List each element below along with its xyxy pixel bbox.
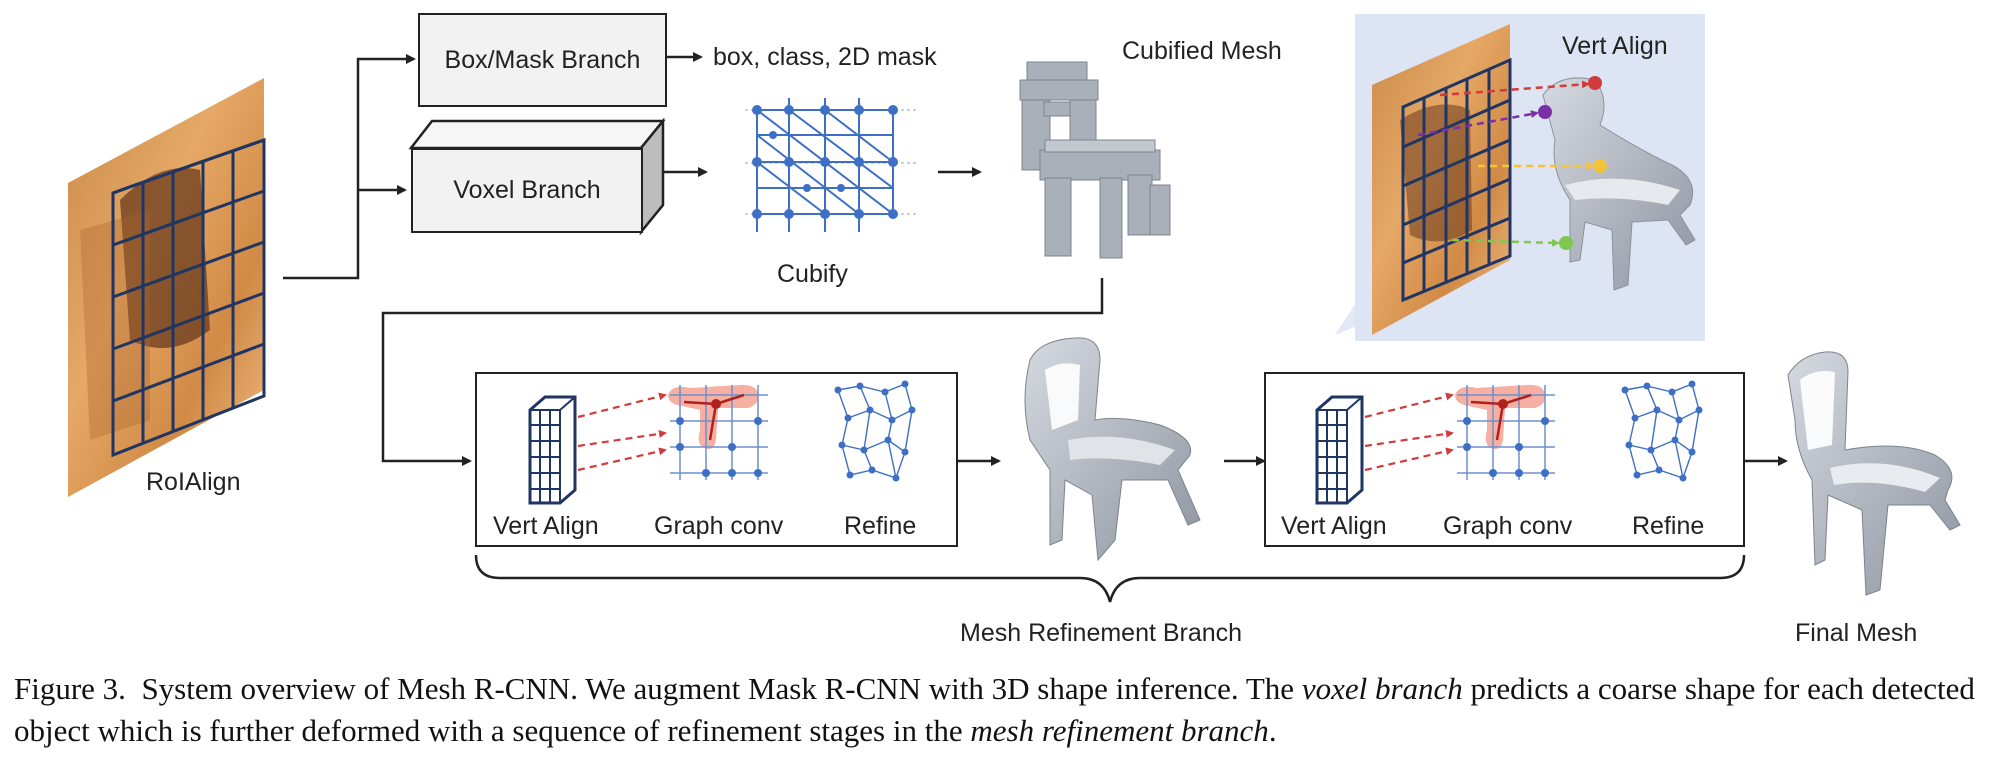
refinement-connector (381, 278, 1104, 466)
caption-italic-voxel-branch: voxel branch (1301, 671, 1463, 706)
caption-part2: predicts a coarse shape for each detecte… (14, 671, 1975, 748)
stage2-vert-align-arrows (1364, 392, 1454, 472)
stage1-graph-conv-icon (668, 384, 768, 480)
roialign-grid (111, 137, 266, 458)
stage2-graph-conv-label: Graph conv (1443, 512, 1573, 540)
caption-italic-mesh-refinement: mesh refinement branch (970, 713, 1269, 748)
caption-part1: System overview of Mesh R-CNN. We augmen… (141, 671, 1302, 706)
final-mesh-label: Final Mesh (1795, 619, 1918, 647)
figure-caption: Figure 3. System overview of Mesh R-CNN.… (14, 668, 1994, 752)
stage2-vert-align-label: Vert Align (1281, 512, 1387, 540)
box-mask-branch-box: Box/Mask Branch (418, 13, 667, 107)
cubified-mesh-label: Cubified Mesh (1122, 37, 1282, 65)
vert-align-inset-label: Vert Align (1562, 32, 1668, 60)
voxel-branch-box: Voxel Branch (411, 148, 643, 233)
stage1-vert-align-label: Vert Align (493, 512, 599, 540)
stage2-graph-conv-icon (1455, 384, 1555, 480)
stage2-refine-icon (1621, 380, 1703, 482)
box-mask-branch-label: Box/Mask Branch (444, 45, 641, 74)
mesh-chair-icon (1024, 337, 1201, 562)
refinement-stage-2-box (1264, 372, 1745, 547)
voxel-chair-icon (1019, 61, 1171, 259)
vert-align-inset (1335, 14, 1705, 341)
box-mask-outputs-label: box, class, 2D mask (713, 43, 937, 71)
roialign-connector (283, 54, 416, 280)
caption-part3: . (1268, 713, 1277, 748)
cubify-label: Cubify (777, 260, 848, 288)
roialign-label: RoIAlign (146, 468, 241, 496)
refinement-brace (474, 554, 1746, 603)
stage1-refine-icon (834, 380, 916, 482)
graph-grid-icon (745, 98, 918, 232)
caption-prefix: Figure 3. (14, 671, 126, 706)
stage1-refine-label: Refine (844, 512, 917, 540)
stage1-vert-align-arrows (577, 392, 667, 472)
mesh-chair-icon (1787, 351, 1961, 596)
stage1-graph-conv-label: Graph conv (654, 512, 784, 540)
feature-grid-icon (528, 395, 577, 505)
mesh-refinement-branch-label: Mesh Refinement Branch (960, 619, 1243, 647)
voxel-branch-label: Voxel Branch (453, 176, 601, 204)
refinement-stage-1-box (475, 372, 958, 547)
feature-grid-icon (1315, 395, 1364, 505)
stage2-refine-label: Refine (1632, 512, 1705, 540)
